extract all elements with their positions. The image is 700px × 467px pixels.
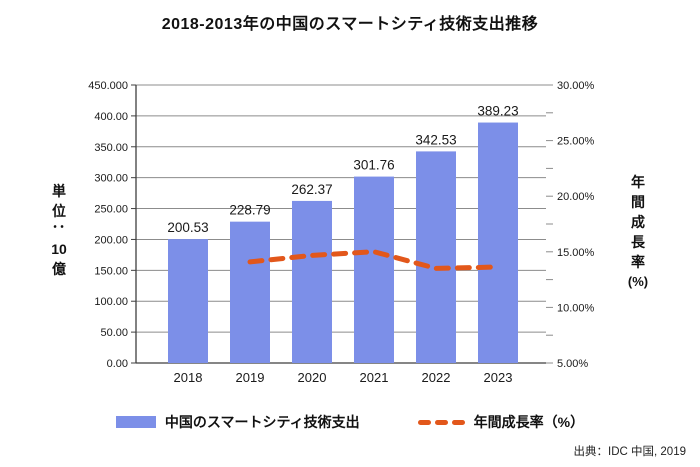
axis-title-char: 年 bbox=[631, 174, 645, 190]
axis-title-char: 位 bbox=[52, 203, 66, 219]
x-axis-label: 2020 bbox=[298, 370, 327, 385]
bar-2020 bbox=[292, 200, 332, 363]
x-axis-label: 2019 bbox=[236, 370, 265, 385]
axis-title-char: 10 bbox=[51, 241, 67, 257]
x-axis-label: 2021 bbox=[360, 370, 389, 385]
dashed-line-icon bbox=[417, 419, 465, 425]
bar-2021 bbox=[354, 176, 394, 363]
axis-title-char: (%) bbox=[627, 274, 649, 289]
left-axis-tick-label: 200.00 bbox=[94, 234, 128, 246]
bar-2022 bbox=[416, 151, 456, 363]
axis-title-char: 長 bbox=[631, 234, 645, 250]
x-axis-label: 2023 bbox=[484, 370, 513, 385]
bar-value-label: 389.23 bbox=[477, 104, 518, 119]
left-axis-tick-label: 450.000 bbox=[88, 80, 128, 92]
right-axis-tick-label: 20.00% bbox=[557, 191, 595, 203]
right-axis-tick-label: 15.00% bbox=[557, 247, 595, 259]
x-axis-label: 2018 bbox=[174, 370, 203, 385]
bar-2019 bbox=[230, 221, 270, 363]
legend-label-growth: 年間成長率（%） bbox=[473, 414, 585, 430]
x-axis-label: 2022 bbox=[422, 370, 451, 385]
axis-title-char: 成 bbox=[631, 214, 645, 230]
bar-2023 bbox=[478, 122, 518, 363]
growth-rate-line bbox=[247, 249, 501, 271]
bar-2018 bbox=[168, 239, 208, 363]
axis-title-char: 単 bbox=[52, 183, 66, 199]
legend: 中国のスマートシティ技術支出 年間成長率（%） bbox=[0, 410, 700, 434]
right-axis-tick-label: 10.00% bbox=[557, 302, 595, 314]
right-axis-tick-label: 5.00% bbox=[557, 358, 588, 370]
bar-swatch-icon bbox=[115, 416, 156, 428]
axis-title-char: 率 bbox=[631, 254, 645, 270]
left-axis-tick-label: 100.00 bbox=[94, 296, 128, 308]
left-axis-tick-label: 300.00 bbox=[94, 173, 128, 185]
left-axis-tick-label: 0.00 bbox=[107, 358, 128, 370]
bar-value-label: 200.53 bbox=[167, 220, 208, 235]
left-axis-tick-label: 50.00 bbox=[100, 327, 128, 339]
legend-label-spending: 中国のスマートシティ技術支出 bbox=[164, 414, 360, 430]
right-axis-tick-label: 25.00% bbox=[557, 136, 595, 148]
right-axis-title: 年間成長率 (%) bbox=[618, 172, 658, 292]
source-note: 出典：IDC 中国, 2019 bbox=[573, 446, 686, 458]
bar-value-label: 262.37 bbox=[291, 182, 332, 197]
left-axis-tick-label: 350.00 bbox=[94, 142, 128, 154]
left-axis-tick-label: 250.00 bbox=[94, 204, 128, 216]
left-axis-tick-label: 150.00 bbox=[94, 265, 128, 277]
legend-item-spending: 中国のスマートシティ技術支出 bbox=[115, 412, 360, 432]
bar-value-label: 342.53 bbox=[415, 132, 456, 147]
axis-title-char: 億 bbox=[52, 261, 66, 277]
bar-value-label: 301.76 bbox=[353, 158, 394, 173]
left-axis-title: 単位： 10 億 bbox=[42, 181, 76, 279]
right-axis-tick-label: 30.00% bbox=[557, 80, 595, 92]
bar-value-label: 228.79 bbox=[229, 203, 270, 218]
axis-title-char: 間 bbox=[631, 194, 645, 210]
chart-title: 2018-2013年の中国のスマートシティ技術支出推移 bbox=[161, 16, 539, 33]
left-axis-tick-label: 400.00 bbox=[94, 111, 128, 123]
legend-item-growth: 年間成長率（%） bbox=[417, 412, 585, 432]
